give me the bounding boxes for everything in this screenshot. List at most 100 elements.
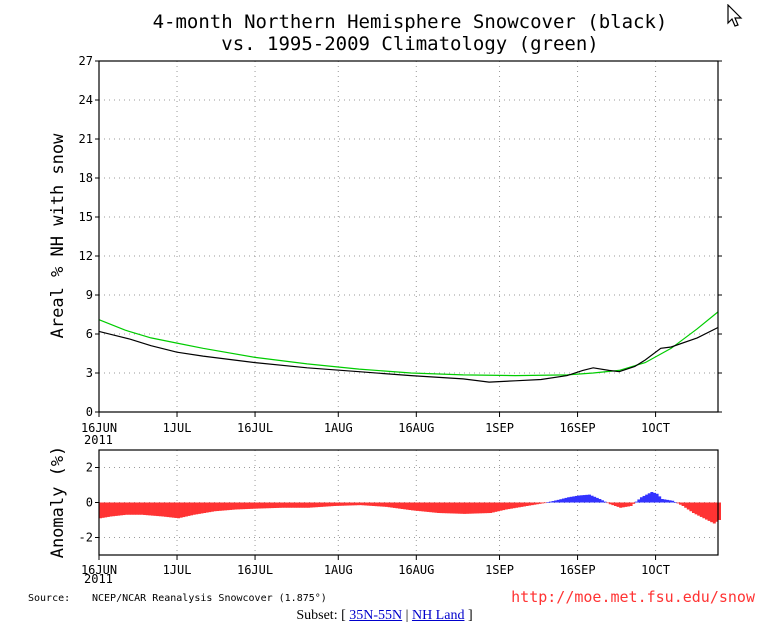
anomaly-bar-negative <box>385 502 389 507</box>
anomaly-bar-negative <box>325 502 329 507</box>
anomaly-bar-negative <box>275 502 279 508</box>
anomaly-bar-negative <box>184 502 188 517</box>
anomaly-x-tick-label: 16JUL <box>237 563 273 577</box>
anomaly-bar-negative <box>691 502 695 513</box>
anomaly-bar-positive <box>645 494 649 503</box>
anomaly-bar-negative <box>346 502 350 506</box>
anomaly-bar-positive <box>663 499 667 503</box>
anomaly-bar-negative <box>632 502 636 504</box>
anomaly-bar-negative <box>442 502 446 514</box>
anomaly-bar-negative <box>447 502 451 514</box>
anomaly-bar-negative <box>541 502 545 504</box>
anomaly-bar-negative <box>361 502 365 506</box>
anomaly-bar-positive <box>650 492 654 503</box>
anomaly-bar-negative <box>411 502 415 511</box>
anomaly-bar-negative <box>478 502 482 514</box>
anomaly-bar-negative <box>624 502 628 507</box>
anomaly-bar-negative <box>710 502 714 523</box>
anomaly-bar-negative <box>369 502 373 506</box>
anomaly-bar-negative <box>130 502 134 515</box>
anomaly-bar-positive <box>593 496 597 503</box>
anomaly-bar-negative <box>405 502 409 510</box>
anomaly-plot-frame <box>98 449 719 556</box>
subset-links: Subset: [ 35N-55N | NH Land ] <box>0 608 769 624</box>
main-y-axis-label: Areal % NH with snow <box>48 133 68 338</box>
main-x-tick-label: 16JUL <box>237 421 273 435</box>
anomaly-bar-positive <box>598 499 602 503</box>
anomaly-bar-negative <box>140 502 144 515</box>
anomaly-bar-negative <box>348 502 352 506</box>
main-y-axis: 0 3 6 9 12 15 18 21 24 27 <box>79 54 722 419</box>
anomaly-bar-negative <box>611 502 615 506</box>
anomaly-bar-negative <box>205 502 209 513</box>
anomaly-bar-negative <box>678 502 682 505</box>
anomaly-bar-negative <box>608 502 612 505</box>
anomaly-bar-negative <box>504 502 508 510</box>
chart-title-line2: vs. 1995-2009 Climatology (green) <box>221 33 599 55</box>
subset-link-nh-land[interactable]: NH Land <box>411 608 465 623</box>
main-x-tick-label: 1SEP <box>485 421 514 435</box>
anomaly-bar-negative <box>699 502 703 517</box>
anomaly-bar-negative <box>613 502 617 506</box>
anomaly-bar-positive <box>580 495 584 503</box>
anomaly-bar-negative <box>533 502 537 505</box>
mouse-pointer-icon <box>727 4 743 27</box>
anomaly-bar-negative <box>268 502 272 509</box>
anomaly-bar-negative <box>210 502 214 512</box>
anomaly-bar-positive <box>665 499 669 503</box>
anomaly-bar-negative <box>101 502 105 518</box>
anomaly-bar-negative <box>715 502 719 522</box>
anomaly-bar-negative <box>470 502 474 514</box>
anomaly-x-tick-label: 16AUG <box>398 563 434 577</box>
anomaly-bar-negative <box>395 502 399 509</box>
anomaly-y-axis-label: Anomaly (%) <box>48 446 68 559</box>
anomaly-bar-negative <box>213 502 217 512</box>
anomaly-bar-negative <box>229 502 233 510</box>
anomaly-bar-positive <box>556 499 560 503</box>
anomaly-bar-negative <box>684 502 688 508</box>
anomaly-bar-negative <box>221 502 225 511</box>
snowcover-line <box>98 326 719 383</box>
anomaly-bar-negative <box>288 502 292 508</box>
anomaly-bar-negative <box>286 502 290 508</box>
anomaly-bar-negative <box>374 502 378 507</box>
anomaly-bar-positive <box>658 496 662 503</box>
anomaly-bar-negative <box>398 502 402 509</box>
anomaly-bar-negative <box>520 502 524 507</box>
main-y-tick-label: 21 <box>79 132 93 146</box>
anomaly-bar-negative <box>190 502 194 516</box>
anomaly-bar-negative <box>301 502 305 508</box>
anomaly-bar-negative <box>629 502 633 506</box>
anomaly-bar-negative <box>255 502 259 509</box>
anomaly-bar-negative <box>681 502 685 506</box>
anomaly-bar-negative <box>400 502 404 509</box>
anomaly-bar-negative <box>403 502 407 510</box>
main-x-tick-label: 1OCT <box>641 421 670 435</box>
anomaly-bar-negative <box>364 502 368 506</box>
anomaly-bar-positive <box>637 499 641 503</box>
anomaly-bar-positive <box>572 496 576 503</box>
anomaly-bar-negative <box>676 502 680 504</box>
anomaly-bar-negative <box>216 502 220 512</box>
anomaly-bar-negative <box>327 502 331 507</box>
anomaly-bar-negative <box>528 502 532 506</box>
anomaly-bar-negative <box>314 502 318 508</box>
subset-prefix: Subset: [ <box>296 608 346 623</box>
anomaly-bar-negative <box>309 502 313 508</box>
anomaly-bar-negative <box>223 502 227 511</box>
anomaly-bar-negative <box>538 502 542 504</box>
anomaly-bar-negative <box>439 502 443 514</box>
subset-link-35n-55n[interactable]: 35N-55N <box>349 608 403 623</box>
anomaly-bar-negative <box>192 502 196 515</box>
anomaly-bar-negative <box>387 502 391 508</box>
anomaly-y-tick-label: 0 <box>86 496 93 510</box>
anomaly-bar-negative <box>499 502 503 511</box>
anomaly-bar-negative <box>182 502 186 518</box>
anomaly-bar-positive <box>564 497 568 503</box>
anomaly-bar-negative <box>543 502 547 504</box>
anomaly-bar-negative <box>476 502 480 514</box>
anomaly-bar-positive <box>569 496 573 503</box>
anomaly-bar-positive <box>673 502 677 503</box>
anomaly-bar-positive <box>671 500 675 503</box>
anomaly-bar-negative <box>112 502 115 517</box>
